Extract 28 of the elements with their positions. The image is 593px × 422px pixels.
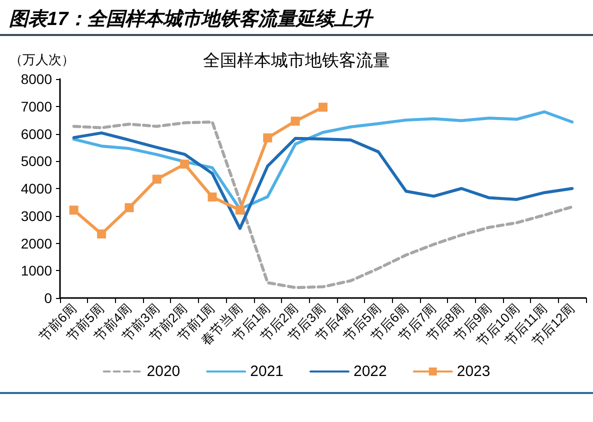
y-tick-label: 6000 bbox=[20, 126, 52, 142]
line-series bbox=[72, 131, 574, 230]
y-tick-label: 4000 bbox=[20, 180, 52, 196]
point bbox=[208, 192, 217, 202]
point bbox=[152, 174, 162, 184]
chart-title: 图表17：全国样本城市地铁客流量延续上升 bbox=[9, 8, 374, 30]
legend-label: 2023 bbox=[456, 363, 490, 380]
legend-label: 2020 bbox=[146, 363, 180, 380]
chart-subtitle: 全国样本城市地铁客流量 bbox=[203, 51, 390, 70]
y-tick-label: 5000 bbox=[20, 153, 52, 170]
y-tick-label: 1000 bbox=[20, 262, 52, 279]
point bbox=[290, 116, 300, 126]
y-tick-label: 8000 bbox=[20, 71, 52, 87]
point bbox=[235, 206, 244, 215]
point bbox=[180, 160, 190, 169]
point bbox=[69, 206, 78, 215]
point bbox=[318, 102, 328, 112]
point bbox=[263, 133, 272, 142]
legend-label: 2021 bbox=[250, 363, 284, 380]
line-series bbox=[72, 120, 574, 290]
y-tick-label: 2000 bbox=[20, 235, 52, 252]
y-axis-title: （万人次） bbox=[10, 52, 74, 67]
y-tick-label: 7000 bbox=[20, 98, 52, 114]
y-tick-label: 0 bbox=[44, 290, 52, 306]
point bbox=[97, 229, 106, 238]
y-tick-label: 3000 bbox=[20, 208, 52, 224]
legend-label: 2022 bbox=[354, 363, 387, 380]
point bbox=[124, 203, 134, 212]
